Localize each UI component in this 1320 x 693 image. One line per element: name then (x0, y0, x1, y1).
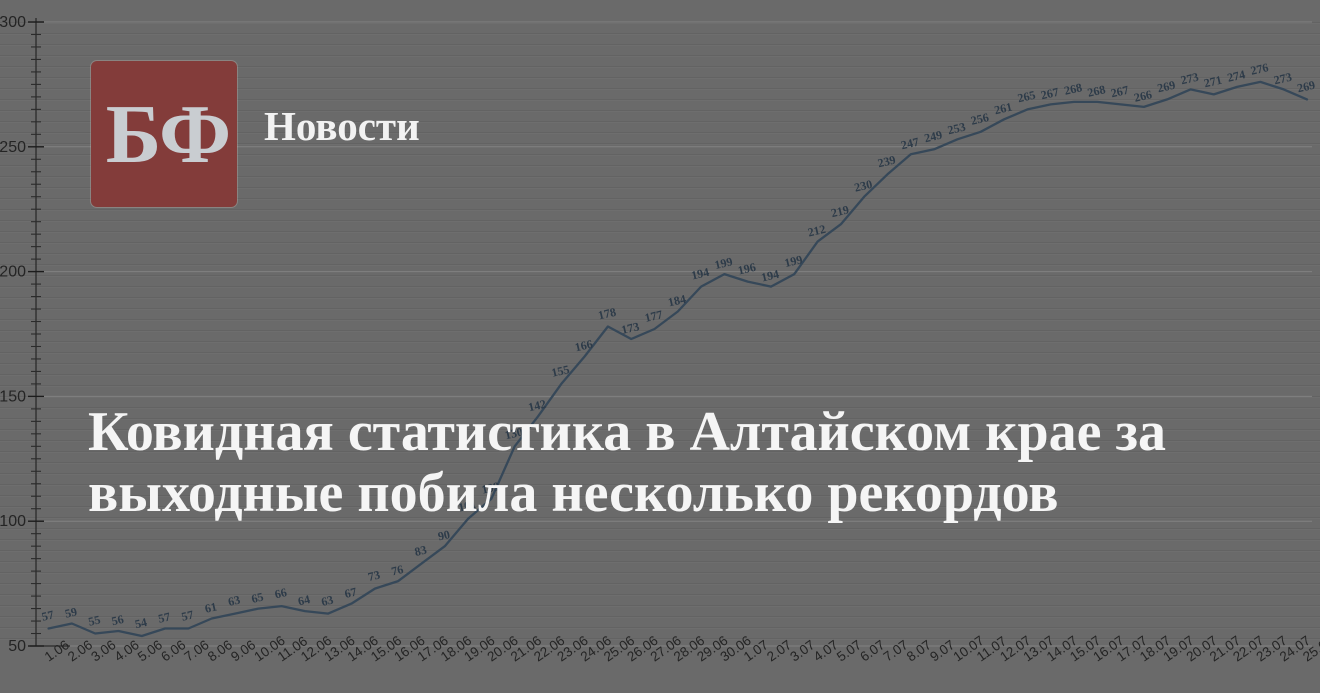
svg-text:300: 300 (0, 14, 26, 31)
svg-text:267: 267 (1039, 85, 1060, 103)
svg-text:250: 250 (0, 139, 26, 156)
svg-text:267: 267 (1109, 83, 1130, 101)
svg-text:273: 273 (1272, 70, 1293, 88)
svg-text:66: 66 (273, 585, 288, 601)
svg-text:150: 150 (0, 388, 26, 405)
svg-text:166: 166 (573, 337, 594, 355)
svg-text:261: 261 (993, 100, 1014, 118)
svg-text:83: 83 (413, 543, 428, 559)
svg-text:76: 76 (390, 562, 405, 578)
svg-text:268: 268 (1086, 82, 1107, 100)
svg-text:57: 57 (157, 609, 172, 625)
svg-text:57: 57 (180, 607, 195, 623)
svg-text:265: 265 (1016, 88, 1037, 106)
svg-text:184: 184 (667, 292, 688, 310)
svg-text:90: 90 (436, 527, 451, 543)
svg-text:100: 100 (0, 513, 26, 530)
svg-text:247: 247 (900, 135, 921, 153)
svg-text:59: 59 (64, 604, 79, 620)
svg-text:194: 194 (690, 265, 711, 283)
svg-text:65: 65 (250, 590, 265, 606)
svg-text:249: 249 (923, 128, 944, 146)
svg-text:50: 50 (8, 638, 26, 655)
svg-text:67: 67 (343, 585, 358, 601)
svg-text:178: 178 (597, 305, 618, 323)
svg-text:253: 253 (946, 120, 967, 138)
svg-text:54: 54 (133, 615, 148, 631)
svg-text:55: 55 (87, 612, 102, 628)
svg-text:199: 199 (783, 252, 804, 270)
svg-text:274: 274 (1226, 67, 1247, 85)
svg-text:64: 64 (297, 592, 312, 608)
svg-text:199: 199 (713, 254, 734, 272)
svg-text:57: 57 (40, 607, 55, 623)
svg-text:256: 256 (969, 110, 990, 128)
svg-text:269: 269 (1296, 78, 1317, 96)
svg-text:271: 271 (1203, 73, 1224, 91)
svg-text:200: 200 (0, 264, 26, 281)
svg-text:56: 56 (110, 612, 125, 628)
svg-text:63: 63 (227, 593, 242, 609)
svg-text:269: 269 (1156, 78, 1177, 96)
svg-text:61: 61 (203, 599, 218, 615)
svg-text:273: 273 (1179, 70, 1200, 88)
svg-text:73: 73 (367, 568, 382, 584)
svg-text:63: 63 (320, 593, 335, 609)
svg-text:177: 177 (643, 307, 664, 325)
svg-text:268: 268 (1063, 80, 1084, 98)
svg-text:196: 196 (736, 260, 757, 278)
svg-text:276: 276 (1249, 60, 1270, 78)
svg-text:266: 266 (1133, 87, 1154, 105)
svg-text:173: 173 (620, 319, 641, 337)
